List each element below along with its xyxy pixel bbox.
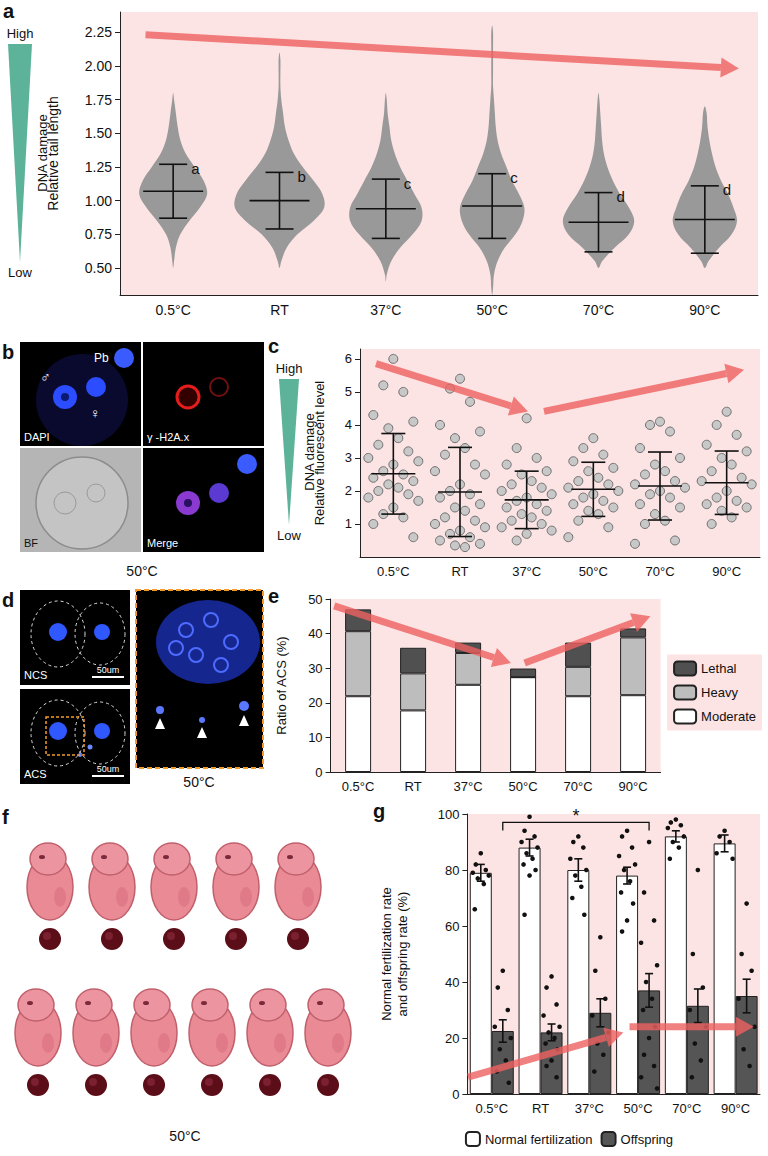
svg-text:37°C: 37°C xyxy=(370,302,401,318)
svg-text:3: 3 xyxy=(345,450,352,465)
svg-text:70°C: 70°C xyxy=(583,302,614,318)
svg-text:RT: RT xyxy=(532,1101,549,1116)
svg-text:70°C: 70°C xyxy=(645,564,674,579)
svg-text:50°C: 50°C xyxy=(183,774,214,790)
svg-text:DAPI: DAPI xyxy=(24,431,50,443)
svg-text:2.25: 2.25 xyxy=(85,24,112,40)
svg-text:and offspring rate (%): and offspring rate (%) xyxy=(395,892,410,1017)
svg-text:a: a xyxy=(191,160,200,177)
svg-text:40: 40 xyxy=(308,626,322,641)
svg-text:c: c xyxy=(404,175,412,192)
svg-text:50: 50 xyxy=(308,592,322,607)
svg-text:Moderate: Moderate xyxy=(701,709,756,724)
svg-text:50°C: 50°C xyxy=(477,302,508,318)
svg-text:37°C: 37°C xyxy=(512,564,541,579)
svg-text:Ratio of ACS (%): Ratio of ACS (%) xyxy=(274,636,289,734)
svg-text:50°C: 50°C xyxy=(579,564,608,579)
svg-text:0.75: 0.75 xyxy=(85,226,112,242)
svg-text:0.5°C: 0.5°C xyxy=(342,779,375,794)
svg-text:1.00: 1.00 xyxy=(85,193,112,209)
svg-text:50°C: 50°C xyxy=(509,779,538,794)
svg-text:g: g xyxy=(373,800,385,822)
svg-text:b: b xyxy=(298,168,306,185)
svg-text:High: High xyxy=(7,26,34,41)
svg-text:a: a xyxy=(3,0,15,22)
svg-text:1.50: 1.50 xyxy=(85,125,112,141)
svg-text:70°C: 70°C xyxy=(564,779,593,794)
svg-text:Heavy: Heavy xyxy=(701,685,738,700)
svg-text:Normal fertilization: Normal fertilization xyxy=(485,1132,593,1147)
svg-text:c: c xyxy=(268,335,279,357)
svg-text:e: e xyxy=(268,585,279,607)
svg-text:20: 20 xyxy=(308,695,322,710)
svg-text:BF: BF xyxy=(24,537,38,549)
svg-text:♂: ♂ xyxy=(40,369,51,385)
svg-text:Merge: Merge xyxy=(147,537,178,549)
svg-text:0.5°C: 0.5°C xyxy=(377,564,410,579)
svg-text:Normal fertilization rate: Normal fertilization rate xyxy=(379,887,394,1021)
svg-text:2: 2 xyxy=(345,483,352,498)
svg-text:90°C: 90°C xyxy=(619,779,648,794)
svg-text:90°C: 90°C xyxy=(721,1101,750,1116)
svg-text:Relative tail length: Relative tail length xyxy=(45,96,61,210)
svg-text:γ -H2A.x: γ -H2A.x xyxy=(147,431,190,443)
svg-text:c: c xyxy=(510,169,518,186)
svg-text:RT: RT xyxy=(270,302,289,318)
svg-text:DNA damage: DNA damage xyxy=(301,413,317,491)
svg-text:0.50: 0.50 xyxy=(85,260,112,276)
svg-text:6: 6 xyxy=(345,351,352,366)
svg-text:37°C: 37°C xyxy=(454,779,483,794)
svg-text:Lethal: Lethal xyxy=(701,661,737,676)
svg-text:Offspring: Offspring xyxy=(621,1132,674,1147)
svg-text:40: 40 xyxy=(445,975,459,990)
svg-text:1.75: 1.75 xyxy=(85,92,112,108)
svg-text:DNA damage: DNA damage xyxy=(34,114,50,192)
svg-text:2.00: 2.00 xyxy=(85,58,112,74)
svg-text:RT: RT xyxy=(405,779,422,794)
svg-text:4: 4 xyxy=(345,417,352,432)
svg-text:70°C: 70°C xyxy=(672,1101,701,1116)
svg-text:Low: Low xyxy=(277,528,301,543)
svg-text:90°C: 90°C xyxy=(712,564,741,579)
svg-text:d: d xyxy=(617,188,625,205)
svg-text:1: 1 xyxy=(345,516,352,531)
svg-text:50°C: 50°C xyxy=(169,1128,200,1144)
svg-text:10: 10 xyxy=(308,730,322,745)
svg-text:5: 5 xyxy=(345,384,352,399)
svg-text:20: 20 xyxy=(445,1031,459,1046)
svg-text:b: b xyxy=(2,341,14,363)
svg-text:♀: ♀ xyxy=(90,405,101,421)
svg-text:*: * xyxy=(572,806,579,826)
svg-text:Low: Low xyxy=(8,265,32,280)
svg-text:Pb: Pb xyxy=(94,351,109,365)
svg-text:d: d xyxy=(723,181,731,198)
svg-text:60: 60 xyxy=(445,919,459,934)
svg-text:50um: 50um xyxy=(97,665,120,675)
svg-text:High: High xyxy=(276,361,303,376)
svg-text:50°C: 50°C xyxy=(624,1101,653,1116)
svg-text:50um: 50um xyxy=(97,764,120,774)
svg-text:ACS: ACS xyxy=(24,768,47,780)
svg-text:90°C: 90°C xyxy=(689,302,720,318)
svg-text:NCS: NCS xyxy=(24,669,47,681)
svg-text:37°C: 37°C xyxy=(575,1101,604,1116)
svg-text:0: 0 xyxy=(315,765,322,780)
svg-text:f: f xyxy=(2,806,9,828)
svg-text:RT: RT xyxy=(451,564,468,579)
svg-text:30: 30 xyxy=(308,661,322,676)
svg-text:100: 100 xyxy=(438,807,460,822)
svg-text:50°C: 50°C xyxy=(126,563,157,579)
svg-text:80: 80 xyxy=(445,863,459,878)
svg-text:0.5°C: 0.5°C xyxy=(475,1101,508,1116)
svg-text:d: d xyxy=(2,589,14,611)
svg-text:1.25: 1.25 xyxy=(85,159,112,175)
svg-text:Relative fluorescent level: Relative fluorescent level xyxy=(312,381,327,526)
svg-text:0.5°C: 0.5°C xyxy=(156,302,191,318)
svg-text:0: 0 xyxy=(452,1087,459,1102)
